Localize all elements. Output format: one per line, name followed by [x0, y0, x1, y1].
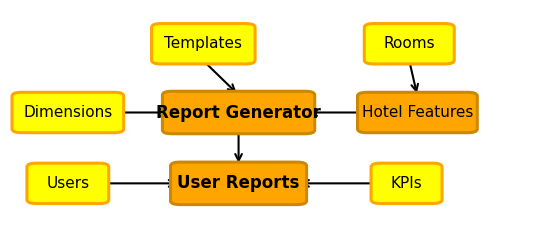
Text: Dimensions: Dimensions: [23, 105, 112, 120]
FancyBboxPatch shape: [170, 162, 306, 205]
Text: Users: Users: [46, 176, 90, 191]
Text: Report Generator: Report Generator: [156, 104, 321, 122]
Text: User Reports: User Reports: [178, 174, 300, 192]
FancyBboxPatch shape: [364, 24, 454, 64]
FancyBboxPatch shape: [358, 92, 477, 133]
Text: Rooms: Rooms: [383, 36, 435, 51]
FancyBboxPatch shape: [12, 92, 124, 133]
Text: Hotel Features: Hotel Features: [362, 105, 473, 120]
Text: Templates: Templates: [164, 36, 242, 51]
Text: KPIs: KPIs: [390, 176, 422, 191]
FancyBboxPatch shape: [152, 24, 255, 64]
FancyBboxPatch shape: [27, 163, 109, 204]
FancyBboxPatch shape: [163, 91, 315, 134]
FancyBboxPatch shape: [371, 163, 442, 204]
